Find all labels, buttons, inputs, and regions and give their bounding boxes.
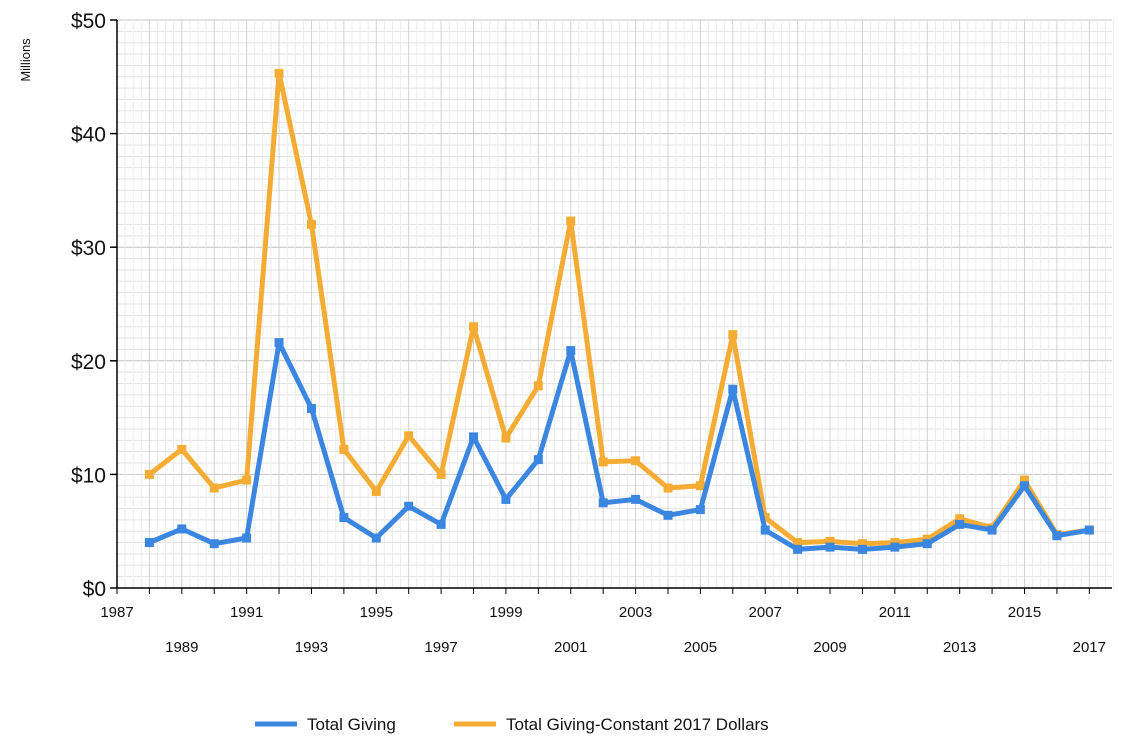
data-point-total-giving-constant-2017-dollars <box>760 513 770 523</box>
legend: Total Giving Total Giving-Constant 2017 D… <box>255 715 769 734</box>
data-point-total-giving-constant-2017-dollars <box>436 469 446 479</box>
data-point-total-giving <box>955 519 965 529</box>
data-point-total-giving <box>144 538 154 548</box>
data-point-total-giving-constant-2017-dollars <box>501 433 511 443</box>
data-point-total-giving <box>1052 531 1062 541</box>
x-tick-label: 2017 <box>1073 639 1106 656</box>
data-point-total-giving <box>177 524 187 534</box>
data-point-total-giving-constant-2017-dollars <box>890 538 900 548</box>
data-point-total-giving-constant-2017-dollars <box>922 534 932 544</box>
y-tick-label: $10 <box>71 464 106 487</box>
data-point-total-giving <box>566 346 576 356</box>
series-layer <box>144 68 1094 554</box>
x-tick-label: 1993 <box>295 639 328 656</box>
x-tick-label: 2009 <box>813 639 846 656</box>
legend-label-total-giving-constant-2017-dollars: Total Giving-Constant 2017 Dollars <box>506 715 769 734</box>
data-point-total-giving-constant-2017-dollars <box>533 381 543 391</box>
y-tick-label: $30 <box>71 237 106 260</box>
data-point-total-giving-constant-2017-dollars <box>1019 475 1029 485</box>
data-point-total-giving-constant-2017-dollars <box>306 219 316 229</box>
series-line-total-giving-constant-2017-dollars <box>146 70 1092 547</box>
data-point-total-giving-constant-2017-dollars <box>663 483 673 493</box>
x-tick-label: 1987 <box>100 604 133 621</box>
data-point-total-giving <box>825 542 835 552</box>
data-point-total-giving <box>469 432 479 442</box>
data-point-total-giving-constant-2017-dollars <box>955 514 965 524</box>
x-tick-label: 1999 <box>489 604 522 621</box>
data-point-total-giving <box>890 542 900 552</box>
y-tick-label: $40 <box>71 124 106 147</box>
data-point-total-giving-constant-2017-dollars <box>339 444 349 454</box>
data-point-total-giving <box>631 494 641 504</box>
data-point-total-giving <box>306 404 316 414</box>
data-point-total-giving-constant-2017-dollars <box>371 486 381 496</box>
x-tick-label: 2003 <box>619 604 652 621</box>
axes <box>110 19 1112 594</box>
data-point-total-giving <box>274 338 284 348</box>
data-point-total-giving <box>922 539 932 549</box>
x-tick-label: 2015 <box>1008 604 1041 621</box>
series-line-total-giving <box>146 340 1092 552</box>
data-point-total-giving-constant-2017-dollars <box>857 539 867 549</box>
data-point-total-giving <box>533 455 543 465</box>
x-tick-label: 2013 <box>943 639 976 656</box>
data-point-total-giving-constant-2017-dollars <box>404 431 414 441</box>
data-point-total-giving <box>209 539 219 549</box>
data-point-total-giving-constant-2017-dollars <box>598 457 608 467</box>
data-point-total-giving <box>242 533 252 543</box>
legend-label-total-giving: Total Giving <box>307 715 396 734</box>
data-point-total-giving <box>793 544 803 554</box>
data-point-total-giving <box>339 513 349 523</box>
tick-labels: $0 $10 $20 $30 $40 $50 1987 1991 1995 1999 2003 200… <box>71 10 1106 656</box>
data-point-total-giving <box>695 505 705 515</box>
x-tick-label: 2011 <box>879 604 911 621</box>
data-point-total-giving-constant-2017-dollars <box>825 536 835 546</box>
data-point-total-giving-constant-2017-dollars <box>274 68 284 78</box>
x-tick-label: 2007 <box>749 604 782 621</box>
data-point-total-giving <box>404 501 414 511</box>
y-axis-label: Millions <box>18 38 33 82</box>
data-point-total-giving <box>857 544 867 554</box>
data-point-total-giving <box>1019 481 1029 491</box>
x-tick-label: 1997 <box>424 639 457 656</box>
data-point-total-giving <box>371 533 381 543</box>
data-point-total-giving <box>760 525 770 535</box>
data-point-total-giving-constant-2017-dollars <box>209 483 219 493</box>
y-tick-label: $0 <box>83 578 106 601</box>
data-point-total-giving-constant-2017-dollars <box>177 444 187 454</box>
data-point-total-giving <box>436 519 446 529</box>
x-tick-label: 1989 <box>165 639 198 656</box>
data-point-total-giving <box>987 525 997 535</box>
data-point-total-giving-constant-2017-dollars <box>469 322 479 332</box>
data-point-total-giving <box>663 510 673 520</box>
data-point-total-giving-constant-2017-dollars <box>793 538 803 548</box>
x-tick-label: 2005 <box>684 639 717 656</box>
x-tick-label: 2001 <box>554 639 587 656</box>
data-point-total-giving-constant-2017-dollars <box>242 475 252 485</box>
y-tick-label: $50 <box>71 10 106 33</box>
data-point-total-giving <box>1084 525 1094 535</box>
data-point-total-giving-constant-2017-dollars <box>631 456 641 466</box>
data-point-total-giving <box>598 498 608 508</box>
x-tick-label: 1991 <box>230 604 263 621</box>
data-point-total-giving-constant-2017-dollars <box>728 330 738 340</box>
y-tick-label: $20 <box>71 351 106 374</box>
data-point-total-giving-constant-2017-dollars <box>144 469 154 479</box>
data-point-total-giving <box>501 494 511 504</box>
x-tick-label: 1995 <box>360 604 393 621</box>
grid <box>116 19 1115 589</box>
data-point-total-giving-constant-2017-dollars <box>566 216 576 226</box>
data-point-total-giving-constant-2017-dollars <box>695 481 705 491</box>
data-point-total-giving <box>728 384 738 394</box>
